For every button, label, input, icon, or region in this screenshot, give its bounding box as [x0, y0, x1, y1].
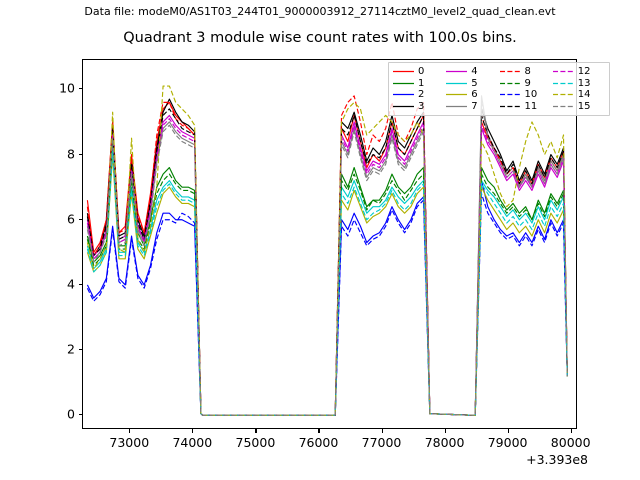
legend-line-swatch [446, 90, 468, 99]
data-series-line [86, 147, 568, 416]
x-tick-label: 77000 [361, 435, 402, 450]
legend-label: 8 [524, 66, 531, 77]
y-tick-label: 8 [67, 146, 75, 162]
legend-label: 11 [524, 100, 538, 112]
plot-axes [82, 59, 577, 429]
legend-label: 6 [471, 89, 478, 101]
data-series-line [86, 180, 568, 416]
data-series-line [86, 193, 568, 416]
data-series-line [86, 114, 568, 416]
data-series-line [86, 108, 568, 416]
x-tick-label: 75000 [235, 435, 276, 450]
legend-label: 5 [471, 77, 478, 89]
legend-label: 3 [418, 100, 425, 112]
legend-entry[interactable]: 0 [393, 66, 445, 78]
legend-label: 9 [524, 77, 531, 89]
legend-entry[interactable]: 2 [393, 89, 445, 101]
x-tick-label: 79000 [487, 435, 528, 450]
legend-line-swatch [393, 67, 414, 76]
y-tick-label: 6 [67, 211, 75, 227]
x-tick-label: 73000 [109, 435, 150, 450]
legend-entry[interactable]: 15 [552, 100, 605, 113]
legend-entry[interactable]: 13 [552, 77, 605, 90]
legend-line-swatch [393, 79, 414, 88]
legend-entry[interactable]: 10 [499, 89, 552, 101]
plot-lines [86, 85, 568, 416]
x-tick-mark [507, 429, 509, 433]
x-axis-offset-label: +3.393e8 [526, 452, 588, 467]
chart-title: Quadrant 3 module wise count rates with … [123, 30, 517, 46]
y-tick-label: 10 [59, 80, 75, 96]
legend-line-swatch [393, 102, 414, 111]
legend-entry[interactable]: 7 [446, 101, 498, 113]
data-series-line [86, 134, 568, 416]
x-tick-mark [129, 429, 131, 433]
legend-line-swatch [552, 102, 574, 111]
legend-label: 14 [577, 89, 591, 101]
data-series-line [86, 140, 568, 416]
legend-label: 7 [471, 100, 478, 112]
x-tick-label: 76000 [298, 435, 339, 450]
legend-line-swatch [552, 90, 574, 99]
legend-entry[interactable]: 11 [499, 100, 552, 113]
y-tick-mark [78, 283, 82, 286]
x-tick-mark [255, 429, 257, 433]
data-series-line [86, 150, 568, 416]
x-tick-mark [381, 429, 383, 433]
legend-entry[interactable]: 6 [446, 89, 498, 101]
x-tick-label: 78000 [424, 435, 465, 450]
legend-label: 10 [524, 89, 538, 101]
legend-label: 12 [577, 66, 591, 77]
legend-line-swatch [499, 102, 521, 111]
legend-label: 4 [471, 66, 478, 77]
data-series-line [86, 101, 568, 416]
y-tick-label: 0 [67, 406, 75, 422]
x-tick-mark [318, 429, 320, 433]
y-tick-mark [78, 414, 82, 416]
figure-suptitle: Data file: modeM0/AS1T03_244T01_90000039… [84, 5, 556, 18]
legend-label: 2 [418, 89, 425, 101]
legend-line-swatch [552, 67, 574, 76]
data-series-line [86, 98, 568, 416]
legend-label: 15 [577, 100, 591, 112]
legend-entry[interactable]: 1 [393, 78, 445, 90]
legend[interactable]: 0 1 2 3 4 5 6 7 8 9 10 11 12 13 14 15 [388, 62, 610, 117]
legend-entry[interactable]: 12 [552, 66, 605, 78]
data-series-line [86, 153, 568, 416]
legend-line-swatch [499, 90, 521, 99]
data-series-line [86, 118, 568, 416]
x-tick-mark [570, 429, 572, 433]
y-tick-label: 4 [67, 276, 75, 292]
x-tick-label: 74000 [172, 435, 213, 450]
legend-line-swatch [446, 102, 468, 111]
legend-entry[interactable]: 14 [552, 89, 605, 101]
legend-line-swatch [499, 67, 521, 76]
legend-entry[interactable]: 5 [446, 78, 498, 90]
legend-label: 13 [577, 77, 591, 89]
y-tick-mark [78, 218, 82, 220]
legend-label: 1 [418, 77, 425, 89]
x-tick-mark [444, 429, 446, 433]
legend-line-swatch [446, 67, 468, 76]
legend-line-swatch [446, 79, 468, 88]
x-tick-label: 80000 [550, 435, 591, 450]
data-series-line [86, 85, 568, 416]
legend-entry[interactable]: 9 [499, 77, 552, 90]
legend-label: 0 [418, 66, 425, 77]
legend-line-swatch [499, 79, 521, 88]
legend-entry[interactable]: 8 [499, 66, 552, 78]
data-series-line [86, 95, 568, 416]
legend-entry[interactable]: 4 [446, 66, 498, 78]
legend-line-swatch [393, 90, 414, 99]
y-tick-mark [78, 153, 82, 155]
y-tick-label: 2 [67, 341, 75, 357]
y-tick-mark [78, 88, 82, 90]
legend-entry[interactable]: 3 [393, 101, 445, 113]
y-tick-mark [78, 349, 82, 351]
x-tick-mark [192, 429, 194, 433]
legend-line-swatch [552, 79, 574, 88]
